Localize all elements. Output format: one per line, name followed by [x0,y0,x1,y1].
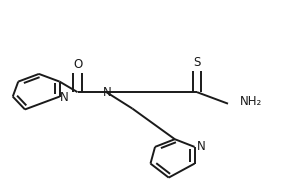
Text: S: S [193,56,201,69]
Text: O: O [73,58,82,71]
Text: N: N [103,86,111,99]
Text: N: N [197,140,206,153]
Text: NH₂: NH₂ [240,95,262,108]
Text: N: N [60,91,68,104]
